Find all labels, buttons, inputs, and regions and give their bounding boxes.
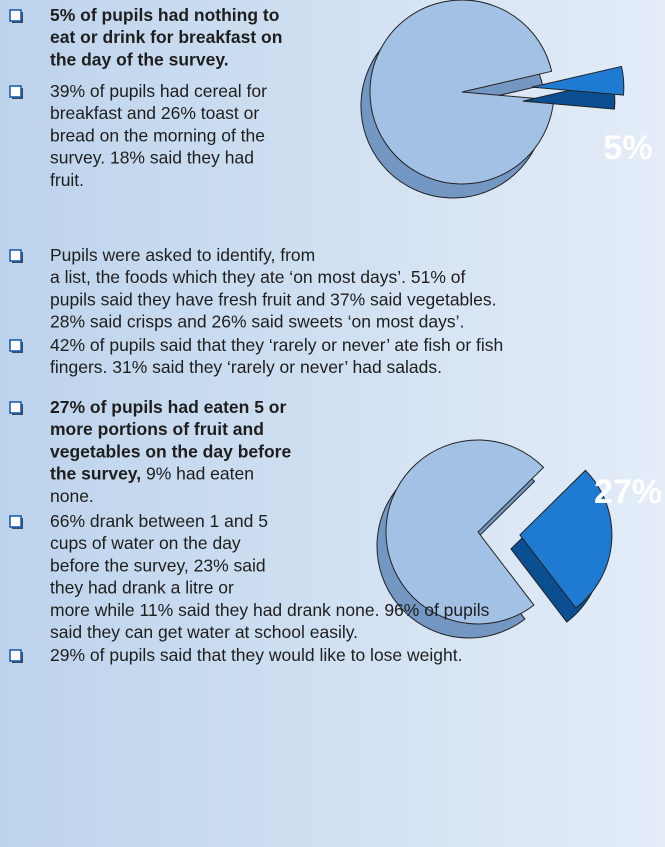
text-run: 39% of pupils had cereal for — [50, 81, 267, 101]
text-line: more while 11% said they had drank none.… — [50, 599, 490, 619]
text-run: the day of the survey. — [50, 49, 229, 69]
bullet-box — [9, 649, 22, 662]
text-run: the survey, — [50, 463, 141, 483]
text-run: 9% had eaten — [141, 463, 254, 483]
text-line: they had drank a litre or — [50, 577, 234, 597]
text-line: Pupils were asked to identify, from — [50, 245, 315, 265]
text-run: more while 11% said they had drank none.… — [50, 599, 490, 619]
text-run: none. — [50, 485, 94, 505]
text-line: said they can get water at school easily… — [50, 622, 358, 642]
text-run: 66% drank between 1 and 5 — [50, 511, 268, 531]
text-run: Pupils were asked to identify, from — [50, 245, 315, 265]
text-run: 28% said crisps and 26% said sweets ‘on … — [50, 311, 464, 331]
pie-rest — [385, 439, 545, 625]
text-line: pupils said they have fresh fruit and 37… — [50, 289, 497, 309]
bullet-box — [9, 249, 22, 262]
text-run: vegetables on the day before — [50, 441, 291, 461]
text-line: cups of water on the day — [50, 533, 241, 553]
pies: 5% 27% — [360, 0, 662, 639]
text-run: fingers. 31% said they ‘rarely or never’… — [50, 357, 442, 377]
text-run: 27% of pupils had eaten 5 or — [50, 397, 286, 417]
text-run: 29% of pupils said that they would like … — [50, 645, 462, 665]
text-run: breakfast and 26% toast or — [50, 103, 259, 123]
text-line: fingers. 31% said they ‘rarely or never’… — [50, 357, 442, 377]
text-line: 39% of pupils had cereal for — [50, 81, 267, 101]
text-line: 29% of pupils said that they would like … — [50, 645, 462, 665]
text-run: more portions of fruit and — [50, 419, 264, 439]
text-line: more portions of fruit and — [50, 419, 264, 439]
text-run: fruit. — [50, 169, 84, 189]
text-run: they had drank a litre or — [50, 577, 234, 597]
pie-label: 5% — [603, 129, 652, 167]
text-run: bread on the morning of the — [50, 125, 265, 145]
bullet-box — [9, 9, 22, 22]
pie-label: 27% — [594, 473, 662, 511]
bullet-box — [9, 339, 22, 352]
text-run: a list, the foods which they ate ‘on mos… — [50, 267, 465, 287]
text-line: 42% of pupils said that they ‘rarely or … — [50, 335, 503, 355]
text-line: breakfast and 26% toast or — [50, 103, 259, 123]
pie-slice — [519, 469, 613, 609]
text-line: the day of the survey. — [50, 49, 229, 69]
bullet-box — [9, 515, 22, 528]
text-run: survey. 18% said they had — [50, 147, 254, 167]
text-line: the survey, 9% had eaten — [50, 463, 254, 483]
text-line: a list, the foods which they ate ‘on mos… — [50, 267, 465, 287]
text-line: before the survey, 23% said — [50, 555, 266, 575]
text-run: pupils said they have fresh fruit and 37… — [50, 289, 497, 309]
bullet-box — [9, 401, 22, 414]
text-line: survey. 18% said they had — [50, 147, 254, 167]
text-run: cups of water on the day — [50, 533, 241, 553]
bullet-box — [9, 85, 22, 98]
text-run: eat or drink for breakfast on — [50, 27, 282, 47]
text-line: vegetables on the day before — [50, 441, 291, 461]
text-run: said they can get water at school easily… — [50, 622, 358, 642]
text-line: 5% of pupils had nothing to — [50, 5, 279, 25]
text-line: 27% of pupils had eaten 5 or — [50, 397, 286, 417]
text-run: 5% of pupils had nothing to — [50, 5, 279, 25]
pie-slice — [531, 65, 625, 96]
text-line: fruit. — [50, 169, 84, 189]
text-line: 28% said crisps and 26% said sweets ‘on … — [50, 311, 464, 331]
pie-rest — [369, 0, 555, 185]
text-run: before the survey, 23% said — [50, 555, 266, 575]
text-line: eat or drink for breakfast on — [50, 27, 282, 47]
text-line: none. — [50, 485, 94, 505]
text-line: 66% drank between 1 and 5 — [50, 511, 268, 531]
text-run: 42% of pupils said that they ‘rarely or … — [50, 335, 503, 355]
text-line: bread on the morning of the — [50, 125, 265, 145]
